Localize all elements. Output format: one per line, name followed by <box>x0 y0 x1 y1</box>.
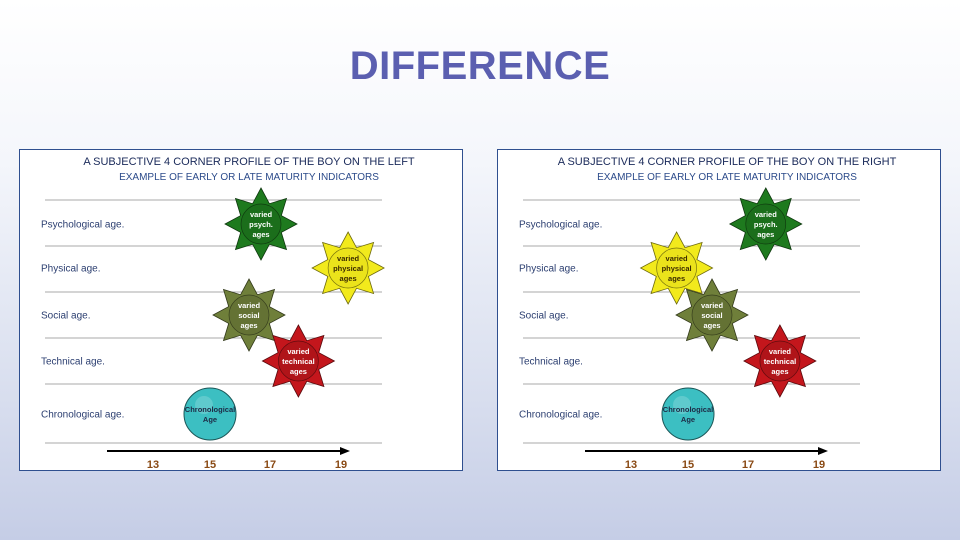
axis-arrowhead-icon <box>340 447 350 455</box>
marker-label: ages <box>757 230 774 239</box>
row-label: Technical age. <box>519 357 583 368</box>
marker-label: Chronological <box>185 405 235 414</box>
marker-label: physical <box>333 264 363 273</box>
profile-diagram: A SUBJECTIVE 4 CORNER PROFILE OF THE BOY… <box>41 156 415 471</box>
starburst-core-circle <box>759 340 801 382</box>
profile-panel-left: A SUBJECTIVE 4 CORNER PROFILE OF THE BOY… <box>19 149 463 471</box>
age-tick-label: 19 <box>335 459 347 471</box>
marker-label: varied <box>238 301 261 310</box>
panel-subtitle: EXAMPLE OF EARLY OR LATE MATURITY INDICA… <box>119 172 379 183</box>
age-tick-label: 15 <box>682 459 694 471</box>
marker-label: social <box>238 311 259 320</box>
marker-label: physical <box>662 264 692 273</box>
slide-title: DIFFERENCE <box>349 44 611 88</box>
panel-title: A SUBJECTIVE 4 CORNER PROFILE OF THE BOY… <box>558 156 897 168</box>
marker-label: Chronological <box>663 405 713 414</box>
marker-label: ages <box>668 274 685 283</box>
marker-label: psych. <box>249 220 273 229</box>
marker-label: psych. <box>754 220 778 229</box>
marker-label: technical <box>764 357 797 366</box>
highlight-shape <box>195 396 213 414</box>
age-tick-label: 17 <box>742 459 754 471</box>
marker-label: varied <box>755 210 778 219</box>
age-tick-label: 13 <box>147 459 159 471</box>
highlight-shape <box>673 396 691 414</box>
marker-label: ages <box>240 321 257 330</box>
row-label: Social age. <box>519 311 568 322</box>
row-label: Physical age. <box>41 264 100 275</box>
marker-label: social <box>701 311 722 320</box>
row-label: Technical age. <box>41 357 105 368</box>
row-label: Chronological age. <box>41 410 124 421</box>
marker-label: varied <box>287 347 310 356</box>
row-label: Psychological age. <box>519 220 602 231</box>
starburst-core-circle <box>656 247 697 289</box>
row-label: Social age. <box>41 311 90 322</box>
panel-title: A SUBJECTIVE 4 CORNER PROFILE OF THE BOY… <box>83 156 415 168</box>
marker-label: varied <box>701 301 724 310</box>
marker-label: ages <box>290 367 307 376</box>
profile-diagram: A SUBJECTIVE 4 CORNER PROFILE OF THE BOY… <box>519 156 897 471</box>
panel-subtitle: EXAMPLE OF EARLY OR LATE MATURITY INDICA… <box>597 172 857 183</box>
marker-label: ages <box>703 321 720 330</box>
row-label: Psychological age. <box>41 220 124 231</box>
profile-panel-right: A SUBJECTIVE 4 CORNER PROFILE OF THE BOY… <box>497 149 941 471</box>
starburst-core-circle <box>240 203 282 245</box>
marker-label: varied <box>666 254 689 263</box>
marker-label: varied <box>250 210 273 219</box>
starburst-core-circle <box>327 247 369 289</box>
starburst-core-circle <box>745 203 787 245</box>
age-tick-label: 17 <box>264 459 276 471</box>
age-tick-label: 13 <box>625 459 637 471</box>
circle-icon <box>183 387 237 441</box>
starburst-core-circle <box>278 340 319 382</box>
marker-label: ages <box>252 230 269 239</box>
starburst-core-circle <box>228 294 270 336</box>
marker-label: Age <box>203 415 217 424</box>
row-label: Chronological age. <box>519 410 602 421</box>
starburst-core-circle <box>691 294 733 336</box>
marker-label: Age <box>681 415 695 424</box>
age-tick-label: 19 <box>813 459 825 471</box>
age-tick-label: 15 <box>204 459 216 471</box>
axis-arrowhead-icon <box>818 447 828 455</box>
row-label: Physical age. <box>519 264 578 275</box>
circle-icon <box>661 387 715 441</box>
marker-label: varied <box>769 347 792 356</box>
marker-label: technical <box>282 357 315 366</box>
marker-label: varied <box>337 254 360 263</box>
marker-label: ages <box>771 367 788 376</box>
marker-label: ages <box>340 274 357 283</box>
